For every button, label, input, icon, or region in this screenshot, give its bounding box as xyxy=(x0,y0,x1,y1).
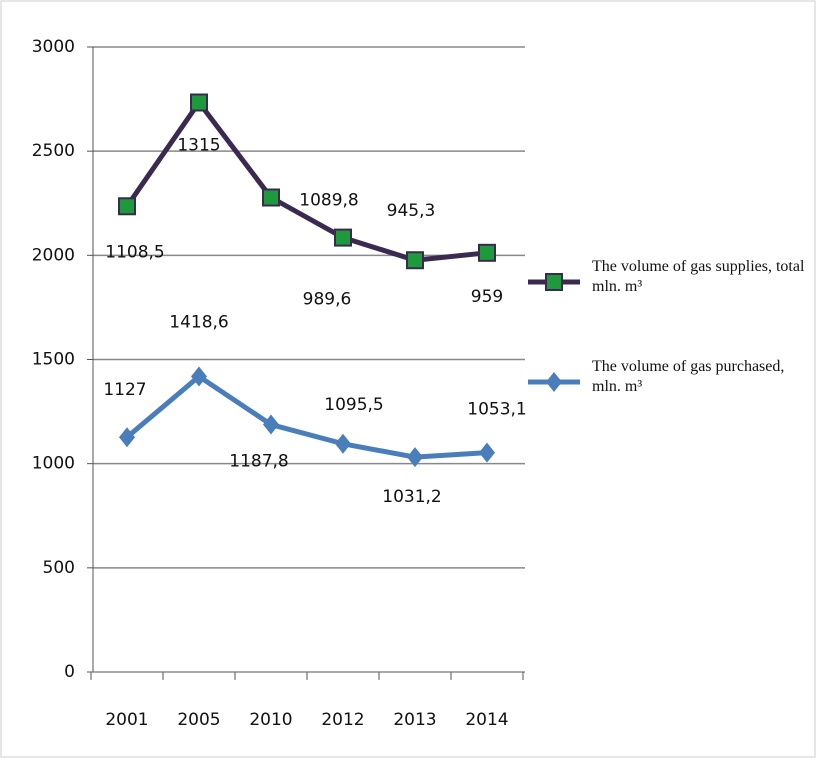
legend-marker xyxy=(546,372,562,392)
marker xyxy=(190,93,208,112)
data-label: 1418,6 xyxy=(169,312,228,332)
marker xyxy=(191,366,207,387)
series-line xyxy=(124,100,488,263)
y-tick-label: 500 xyxy=(43,558,75,578)
series-line xyxy=(125,373,488,460)
data-label: 989,6 xyxy=(303,290,352,310)
data-label: 945,3 xyxy=(387,201,436,221)
x-tick-label: 2010 xyxy=(249,710,292,730)
data-label: 1031,2 xyxy=(382,487,441,507)
y-tick-label: 1000 xyxy=(32,454,75,474)
data-label: 1089,8 xyxy=(299,191,358,211)
data-label: 1127 xyxy=(103,380,146,400)
x-tick-label: 2005 xyxy=(177,710,220,730)
marker xyxy=(479,442,495,463)
marker xyxy=(334,228,352,247)
data-label: 1095,5 xyxy=(324,395,383,415)
marker xyxy=(478,243,496,262)
legend-marker xyxy=(545,273,563,291)
data-label: 1053,1 xyxy=(467,400,526,420)
y-tick-label: 0 xyxy=(64,662,75,682)
y-tick-label: 1500 xyxy=(32,350,75,370)
data-label: 1187,8 xyxy=(229,452,288,472)
marker xyxy=(335,433,351,454)
x-tick-label: 2013 xyxy=(393,710,436,730)
marker xyxy=(407,447,423,468)
marker xyxy=(406,251,424,270)
data-label: 1315 xyxy=(177,136,220,156)
x-tick-label: 2014 xyxy=(465,710,508,730)
legend-label: The volume of gas supplies, total mln. m… xyxy=(592,258,805,295)
marker xyxy=(118,197,136,216)
marker xyxy=(119,427,135,448)
x-tick-label: 2001 xyxy=(105,710,148,730)
y-tick-label: 2000 xyxy=(32,245,75,265)
y-tick-label: 3000 xyxy=(32,37,75,57)
marker xyxy=(263,414,279,435)
legend-label: The volume of gas purchased, mln. m³ xyxy=(592,358,785,395)
x-tick-label: 2012 xyxy=(321,710,364,730)
data-label: 959 xyxy=(471,287,503,307)
marker xyxy=(262,188,280,207)
y-tick-label: 2500 xyxy=(32,141,75,161)
data-label: 1108,5 xyxy=(105,242,164,262)
